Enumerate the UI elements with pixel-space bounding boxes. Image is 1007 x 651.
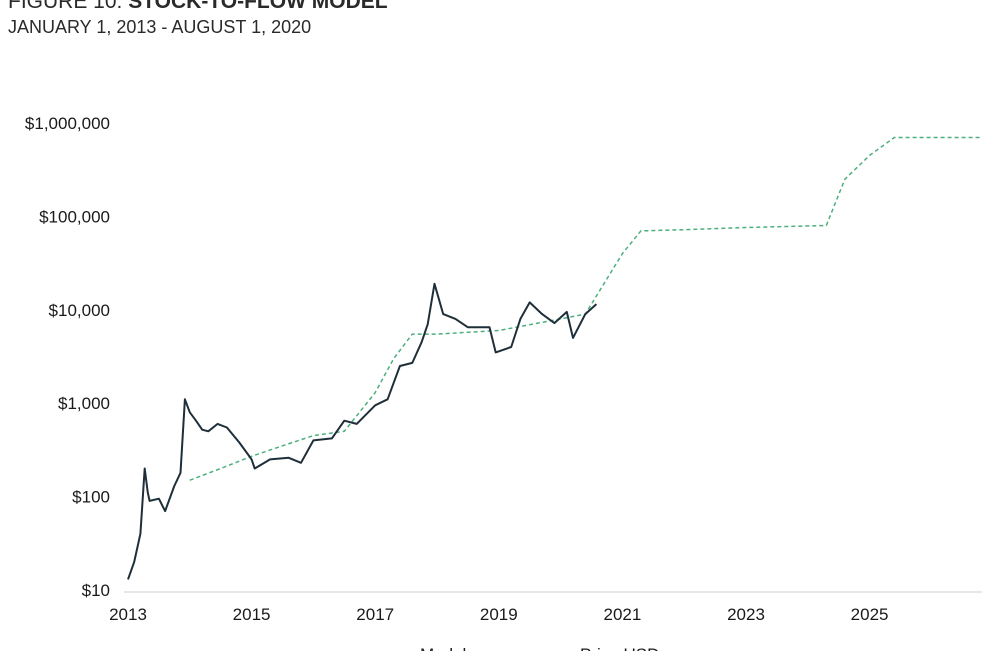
x-tick-label: 2021: [603, 605, 641, 624]
figure-label: FIGURE 10:: [8, 0, 123, 13]
footnote-ref: 11: [388, 0, 399, 2]
y-tick-label: $1,000: [58, 394, 110, 413]
x-tick-label: 2013: [109, 605, 147, 624]
legend-label: Model: [420, 645, 466, 651]
y-tick-label: $10: [82, 581, 110, 600]
chart-title: FIGURE 10: STOCK-TO-FLOW MODEL11: [8, 0, 399, 14]
y-tick-label: $1,000,000: [25, 114, 110, 133]
y-tick-label: $100: [72, 488, 110, 507]
series-line-price-usd: [127, 282, 598, 580]
chart-subtitle: JANUARY 1, 2013 - AUGUST 1, 2020: [8, 17, 312, 37]
legend-label: Price USD: [580, 645, 659, 651]
figure-title: STOCK-TO-FLOW MODEL: [128, 0, 388, 13]
x-tick-label: 2015: [233, 605, 271, 624]
x-tick-label: 2025: [851, 605, 889, 624]
y-tick-label: $100,000: [39, 207, 110, 226]
y-tick-label: $10,000: [49, 301, 110, 320]
x-tick-label: 2023: [727, 605, 765, 624]
x-tick-label: 2019: [480, 605, 518, 624]
x-tick-label: 2017: [356, 605, 394, 624]
series-line-model: [189, 136, 981, 481]
